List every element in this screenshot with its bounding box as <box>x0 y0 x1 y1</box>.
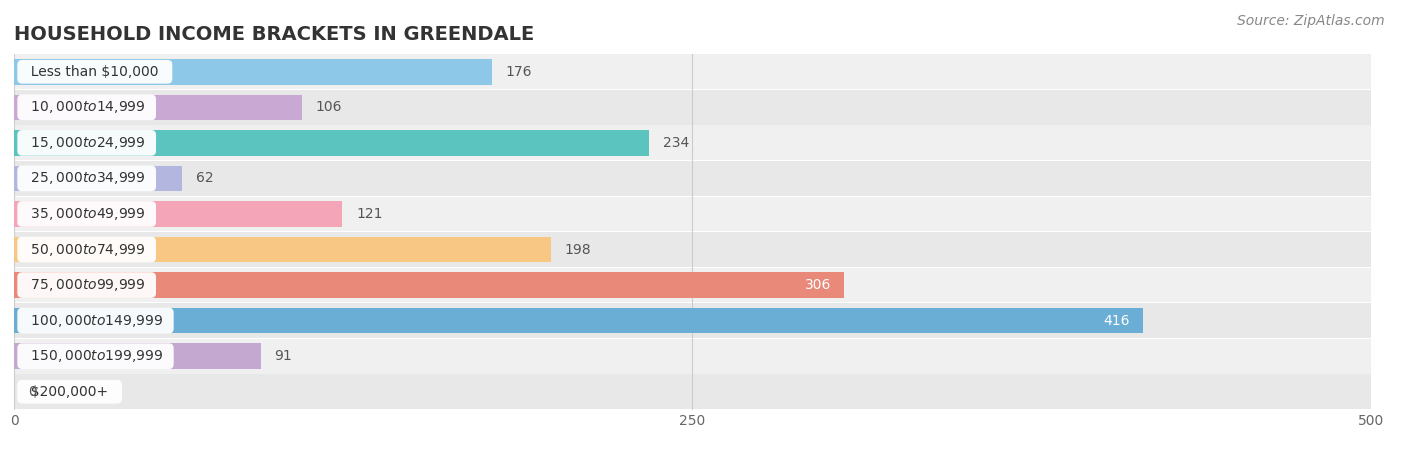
Text: 416: 416 <box>1102 314 1129 328</box>
Bar <box>14 126 1371 160</box>
Text: Less than $10,000: Less than $10,000 <box>22 65 167 79</box>
Bar <box>14 343 262 369</box>
Text: 106: 106 <box>315 100 342 114</box>
Text: 306: 306 <box>804 278 831 292</box>
Bar <box>14 90 1371 125</box>
Bar <box>14 339 1371 374</box>
Text: $200,000+: $200,000+ <box>22 385 117 399</box>
Text: 198: 198 <box>565 243 592 256</box>
Bar <box>14 161 1371 196</box>
Text: $25,000 to $34,999: $25,000 to $34,999 <box>22 171 152 186</box>
Bar <box>14 308 1143 333</box>
Text: $150,000 to $199,999: $150,000 to $199,999 <box>22 348 169 364</box>
Text: $35,000 to $49,999: $35,000 to $49,999 <box>22 206 152 222</box>
Bar <box>14 303 1371 338</box>
Bar <box>14 166 183 191</box>
Text: 91: 91 <box>274 349 292 363</box>
Text: $100,000 to $149,999: $100,000 to $149,999 <box>22 313 169 328</box>
Bar <box>14 59 492 85</box>
Text: 176: 176 <box>505 65 531 79</box>
Text: 0: 0 <box>28 385 37 399</box>
Text: $15,000 to $24,999: $15,000 to $24,999 <box>22 135 152 151</box>
Bar <box>14 232 1371 267</box>
Text: $10,000 to $14,999: $10,000 to $14,999 <box>22 99 152 115</box>
Text: Source: ZipAtlas.com: Source: ZipAtlas.com <box>1237 14 1385 27</box>
Text: $75,000 to $99,999: $75,000 to $99,999 <box>22 277 152 293</box>
Bar <box>14 272 845 298</box>
Bar <box>14 197 1371 231</box>
Text: HOUSEHOLD INCOME BRACKETS IN GREENDALE: HOUSEHOLD INCOME BRACKETS IN GREENDALE <box>14 25 534 44</box>
Text: 62: 62 <box>195 171 214 185</box>
Bar <box>14 374 1371 409</box>
Bar <box>14 201 343 227</box>
Text: 234: 234 <box>662 136 689 150</box>
Bar <box>14 268 1371 302</box>
Text: $50,000 to $74,999: $50,000 to $74,999 <box>22 242 152 257</box>
Bar <box>14 54 1371 89</box>
Bar <box>14 130 650 156</box>
Bar <box>14 237 551 262</box>
Bar <box>14 94 302 120</box>
Text: 121: 121 <box>356 207 382 221</box>
